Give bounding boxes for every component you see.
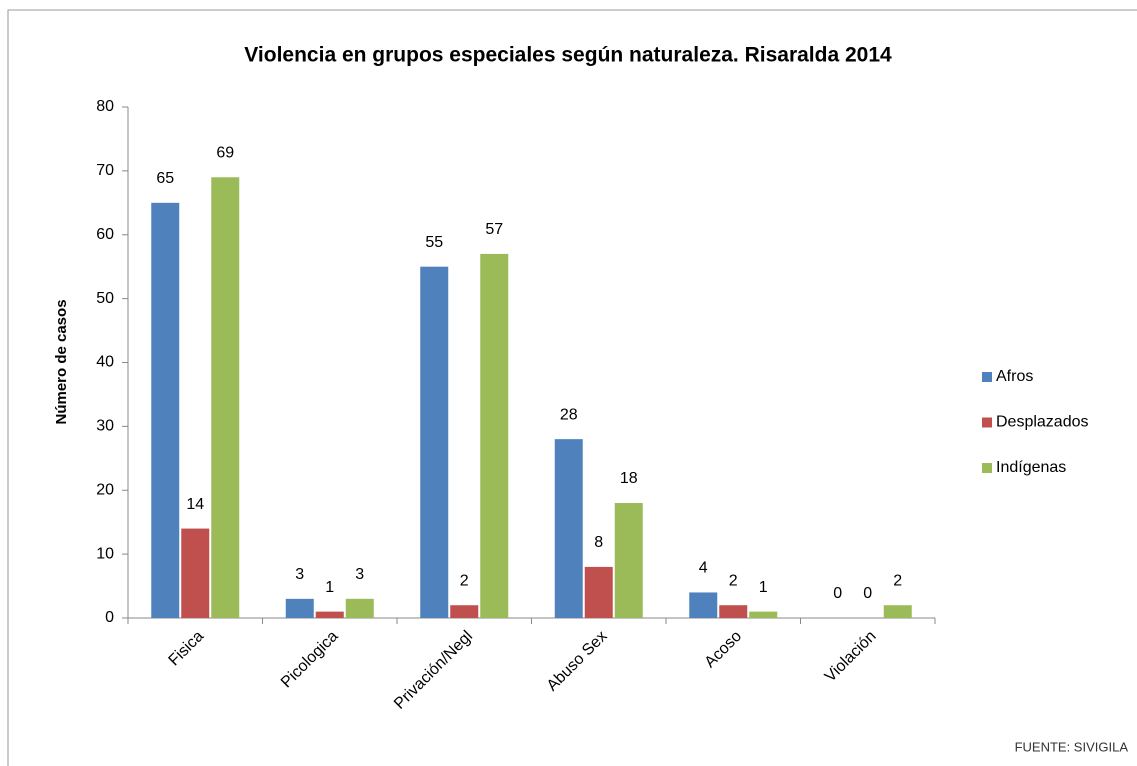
data-label: 0: [863, 585, 872, 602]
data-label: 57: [485, 221, 503, 238]
y-tick-label: 10: [96, 545, 114, 562]
data-label: 1: [325, 579, 334, 596]
y-tick-label: 50: [96, 290, 114, 307]
legend-label: Desplazados: [996, 414, 1089, 431]
data-label: 28: [560, 406, 578, 423]
bar: [719, 605, 748, 618]
chart-title: Violencia en grupos especiales según nat…: [244, 44, 892, 67]
legend-swatch: [982, 463, 992, 473]
y-tick-label: 20: [96, 481, 114, 498]
bar: [315, 611, 344, 618]
bar: [450, 605, 479, 618]
data-label: 18: [620, 470, 638, 487]
bar: [883, 605, 912, 618]
y-tick-label: 30: [96, 418, 114, 435]
data-label: 2: [460, 572, 469, 589]
source-note: FUENTE: SIVIGILA: [1015, 739, 1129, 754]
bar: [689, 592, 718, 618]
data-label: 2: [729, 572, 738, 589]
y-tick-label: 40: [96, 354, 114, 371]
data-label: 65: [156, 170, 174, 187]
legend-label: Afros: [996, 368, 1033, 385]
y-tick-label: 60: [96, 226, 114, 243]
data-label: 0: [833, 585, 842, 602]
bar: [151, 202, 180, 618]
chart-border: [7, 9, 1137, 766]
data-label: 3: [355, 566, 364, 583]
data-label: 8: [594, 534, 603, 551]
bar: [554, 439, 583, 618]
bar: [614, 503, 643, 618]
bar: [211, 177, 240, 618]
bar: [749, 611, 778, 618]
data-label: 69: [216, 144, 234, 161]
y-axis-title: Número de casos: [53, 299, 70, 424]
data-label: 14: [186, 496, 204, 513]
data-label: 2: [893, 572, 902, 589]
data-label: 3: [295, 566, 304, 583]
bar: [285, 598, 314, 618]
legend-swatch: [982, 417, 992, 428]
bar: [480, 253, 509, 618]
bar: [345, 598, 374, 618]
y-tick-label: 0: [105, 609, 114, 626]
bar: [181, 528, 210, 618]
bar: [584, 566, 613, 618]
bar: [420, 266, 449, 618]
y-tick-label: 70: [96, 162, 114, 179]
y-tick-label: 80: [96, 98, 114, 115]
data-label: 55: [425, 234, 443, 251]
legend-swatch: [982, 372, 992, 382]
data-label: 4: [699, 560, 708, 577]
data-label: 1: [759, 579, 768, 596]
legend-label: Indígenas: [996, 459, 1066, 476]
